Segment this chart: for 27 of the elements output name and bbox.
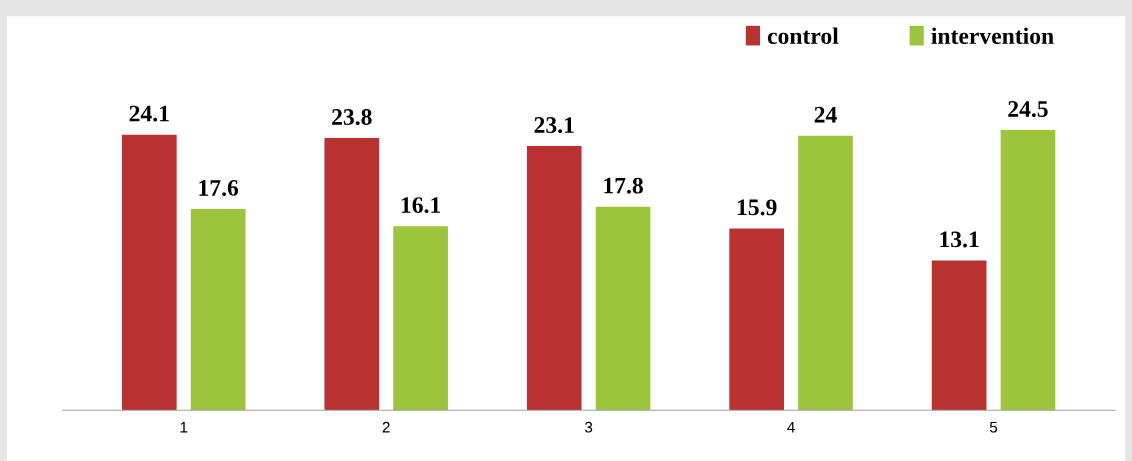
bar [931, 260, 987, 411]
data-label: 23.1 [534, 117, 574, 134]
bar [324, 138, 380, 411]
legend-label: control [767, 27, 839, 45]
x-tick-label: 3 [584, 421, 593, 433]
data-label: 24.5 [1008, 101, 1048, 118]
data-label: 17.6 [199, 180, 239, 196]
bar [393, 226, 448, 411]
data-label: 15.9 [737, 199, 777, 216]
data-label: 13.1 [940, 231, 979, 248]
bar [595, 206, 651, 411]
x-tick-label: 1 [180, 421, 188, 433]
bar [1000, 130, 1056, 411]
x-tick-label: 5 [989, 421, 998, 433]
data-label: 16.1 [401, 197, 441, 214]
bar [190, 208, 246, 411]
x-tick-label: 2 [382, 421, 390, 433]
data-label: 23.8 [332, 109, 372, 126]
data-label: 24.1 [129, 105, 169, 122]
data-label: 17.8 [604, 177, 643, 194]
bar [121, 134, 177, 411]
legend-label: intervention [931, 27, 1054, 45]
bar [729, 228, 785, 411]
x-tick-label: 4 [787, 421, 795, 433]
data-label: 24 [814, 106, 837, 123]
bar [798, 135, 853, 411]
bar [526, 146, 582, 411]
